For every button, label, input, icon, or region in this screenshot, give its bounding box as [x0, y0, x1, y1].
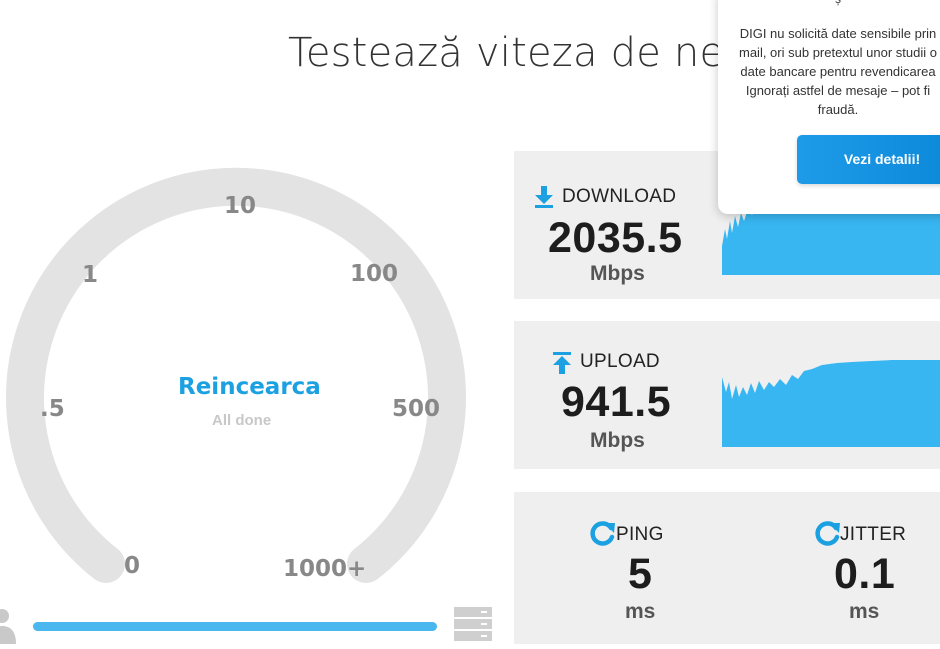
ping-value: 5	[628, 550, 653, 598]
server-icon	[453, 606, 493, 647]
upload-graph	[722, 360, 940, 447]
jitter-label: JITTER	[840, 524, 907, 545]
upload-unit: Mbps	[590, 429, 645, 452]
gauge-label-0: 0	[124, 553, 141, 579]
upload-label: UPLOAD	[580, 351, 660, 372]
test-status: All done	[212, 412, 272, 429]
test-progress-bar	[33, 622, 437, 631]
jitter-unit: ms	[849, 600, 880, 623]
ping-unit: ms	[625, 600, 656, 623]
download-label: DOWNLOAD	[562, 186, 677, 207]
popup-line: Ignorați astfel de mesaje – pot fi	[745, 83, 931, 98]
popup-heading-fragment: ș	[818, 0, 858, 6]
upload-panel: UPLOAD 941.5 Mbps	[514, 321, 940, 469]
view-details-button[interactable]: Vezi detalii!	[797, 135, 940, 184]
gauge-label-1000-plus: 1000+	[283, 556, 367, 582]
user-icon	[0, 604, 18, 649]
gauge-label-500: 500	[392, 396, 441, 422]
upload-arrow-icon	[553, 352, 571, 374]
speed-gauge	[0, 150, 480, 590]
page-title: Testează viteza de net	[288, 30, 741, 76]
ping-refresh-icon	[590, 521, 615, 546]
download-unit: Mbps	[590, 262, 645, 285]
jitter-refresh-icon	[815, 521, 840, 546]
gauge-label-10: 10	[224, 193, 257, 219]
popup-message: DIGI nu solicită date sensibile prin mai…	[708, 24, 940, 119]
popup-line: date bancare pentru revendicarea	[740, 64, 936, 79]
ping-label: PING	[616, 524, 664, 545]
download-graph	[722, 203, 940, 275]
download-arrow-icon	[535, 186, 553, 208]
test-progress-fill	[33, 622, 437, 631]
popup-line: mail, ori sub pretextul unor studii o	[739, 45, 937, 60]
gauge-label-1: 1	[82, 262, 99, 288]
gauge-label-100: 100	[350, 261, 399, 287]
popup-line: DIGI nu solicită date sensibile prin	[739, 26, 937, 41]
gauge-label-0-5: .5	[40, 396, 65, 422]
retry-button[interactable]: Reincearca	[178, 374, 321, 400]
security-notice-popup: ș DIGI nu solicită date sensibile prin m…	[718, 0, 940, 214]
jitter-value: 0.1	[834, 550, 896, 598]
download-value: 2035.5	[548, 214, 683, 262]
upload-value: 941.5	[561, 378, 672, 426]
ping-jitter-panel: PING 5 ms JITTER 0.1 ms	[514, 492, 940, 644]
popup-line: fraudă.	[817, 102, 859, 117]
gauge-arc	[6, 167, 466, 583]
